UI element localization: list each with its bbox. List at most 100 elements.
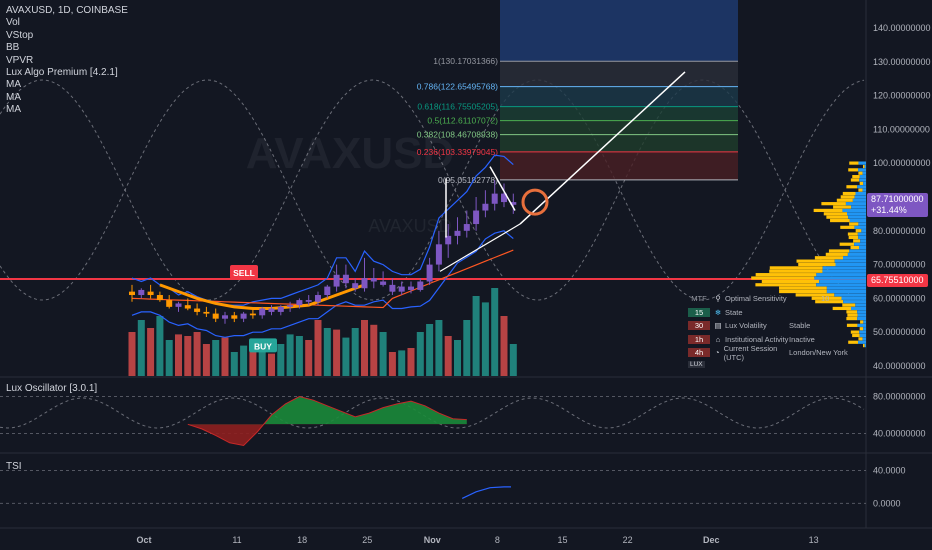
time-axis-tick-label: Oct	[136, 535, 151, 545]
candle-body	[370, 278, 377, 282]
bb-lower-line	[131, 230, 514, 338]
legend-ma-2[interactable]: MA	[6, 91, 21, 103]
volume-bar	[249, 348, 257, 376]
dashboard-row: 30 ▤ Lux Volatility Stable	[688, 319, 859, 333]
time-axis-tick-label: 13	[809, 535, 819, 545]
dashboard-tf-header: MTF	[691, 294, 707, 304]
volume-profile-bar	[855, 229, 862, 233]
volume-profile-bar	[842, 191, 856, 196]
volume-profile-bar	[862, 337, 866, 341]
volume-bar	[212, 340, 220, 376]
volume-bar	[147, 328, 155, 376]
dashboard-tf-4h: 4h	[688, 348, 710, 358]
volume-profile-bar	[814, 256, 843, 260]
volume-profile-bar	[847, 252, 866, 256]
candle-body	[333, 274, 340, 287]
volume-profile-bar	[811, 296, 842, 300]
osc-axis-tick-label: 80.00000000	[873, 392, 926, 402]
volume-bar	[454, 340, 461, 376]
oscillator-label[interactable]: Lux Oscillator [3.0.1]	[6, 383, 98, 394]
legend-vol[interactable]: Vol	[6, 17, 20, 29]
search-icon: ⚲	[715, 294, 721, 304]
candle-body	[510, 202, 517, 205]
legend-bb[interactable]: BB	[6, 42, 20, 54]
mtf-dashboard: MTF ⚲ Optimal Sensitivity 10 15 ❄ State …	[688, 292, 859, 370]
volume-bar	[500, 316, 508, 376]
fib-level-label: 0.5(112.61107072)	[427, 116, 498, 126]
volume-profile-bar	[855, 191, 866, 196]
volume-profile-bar	[769, 266, 823, 270]
volume-profile-bar	[849, 218, 866, 223]
volume-profile-bar	[857, 313, 866, 317]
legend-vpvr[interactable]: VPVR	[6, 54, 34, 66]
volume-profile-bar	[819, 279, 866, 283]
volume-profile-bar	[828, 249, 850, 253]
volume-profile-bar	[863, 327, 866, 331]
dashboard-row: 1h ⌂ Institutional Activity Inactive	[688, 333, 859, 347]
volume-bar	[202, 344, 210, 376]
volume-profile-bar	[815, 300, 844, 304]
volatility-value: Stable	[789, 321, 811, 331]
volume-profile-bar	[848, 340, 858, 344]
dashboard-label-institutional: ⌂ Institutional Activity	[713, 335, 789, 344]
institutional-label: Institutional Activity	[725, 334, 789, 344]
institutional-value: Inactive	[789, 334, 815, 344]
sensitivity-value: 10	[821, 294, 830, 304]
legend-ma-1[interactable]: MA	[6, 79, 21, 91]
dashboard-header-label: ⚲ Optimal Sensitivity	[713, 294, 821, 303]
volume-bar	[416, 332, 424, 376]
price-axis-tick-label: 40.00000000	[873, 361, 926, 371]
volume-profile-bar	[859, 327, 864, 331]
legend-vstop[interactable]: VStop	[6, 29, 34, 41]
volume-profile-bar	[779, 289, 827, 294]
dashboard-tf-1h: 1h	[688, 334, 710, 344]
time-axis-tick-label: Dec	[703, 535, 720, 545]
price-axis-tick-label: 110.00000000	[873, 124, 930, 134]
osc-cycle-line	[0, 397, 865, 429]
volume-profile-bar	[857, 232, 866, 236]
legend-ma-3[interactable]: MA	[6, 104, 21, 116]
volume-bar	[323, 328, 331, 376]
volume-profile-bar	[847, 212, 866, 216]
volume-profile-bar	[834, 293, 866, 297]
candle-body	[463, 224, 470, 231]
watermark-subtitle: AVAXUSD	[368, 216, 451, 236]
volume-profile-bar	[751, 276, 815, 280]
volume-profile-bar	[798, 262, 836, 267]
legend-lux-algo[interactable]: Lux Algo Premium [4.2.1]	[6, 67, 118, 79]
volume-profile-bar	[816, 273, 866, 277]
time-axis-tick-label: 18	[297, 535, 307, 545]
fib-level-label: 0.618(116.75505205)	[417, 102, 498, 112]
dashboard-label-state: ❄ State	[713, 308, 789, 317]
volume-profile-bar	[842, 208, 866, 213]
fib-zone	[500, 106, 738, 121]
fib-zone	[500, 86, 738, 107]
white-rally-line	[489, 166, 516, 211]
candle-body	[426, 264, 433, 282]
fib-extension-zone	[500, 0, 738, 62]
volume-profile-bar	[779, 286, 827, 290]
fib-level-label: 0.236(103.33979045)	[417, 147, 498, 157]
volume-profile-bar	[864, 164, 866, 169]
volume-profile-bar	[863, 164, 865, 169]
volume-profile-bar	[795, 293, 835, 297]
volume-profile-bar	[859, 175, 866, 179]
dashboard-tf-15: 15	[688, 307, 710, 317]
volume-bar	[509, 344, 517, 376]
volume-bar	[295, 336, 303, 376]
price-axis-tick-label: 70.00000000	[873, 260, 926, 270]
tsi-label[interactable]: TSI	[6, 461, 22, 472]
volume-profile-bar	[863, 320, 866, 324]
volume-profile-bar	[826, 286, 866, 290]
candle-body	[389, 284, 396, 292]
candle-body	[398, 286, 405, 292]
candle-body	[361, 278, 368, 289]
sell-signal-label: SELL	[233, 268, 255, 278]
price-axis-tick-label: 60.00000000	[873, 293, 926, 303]
buy-signal-badge	[249, 338, 277, 353]
candle-body	[473, 210, 480, 225]
symbol-title[interactable]: AVAXUSD, 1D, COINBASE	[6, 5, 128, 16]
candle-body	[435, 244, 442, 265]
